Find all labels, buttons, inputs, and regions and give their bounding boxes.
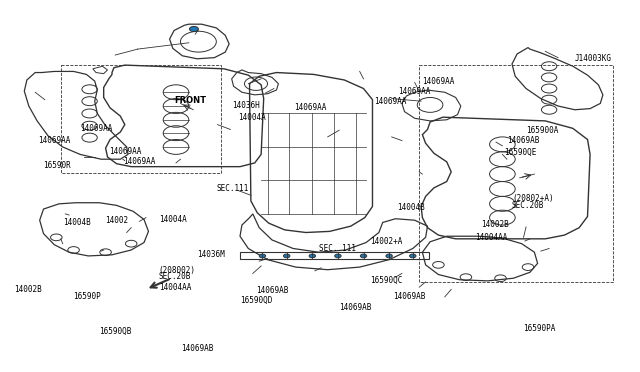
Text: 16590R: 16590R: [44, 161, 71, 170]
Text: 14036H: 14036H: [232, 101, 259, 110]
Text: 14069AA: 14069AA: [398, 87, 431, 96]
Text: 14069AB: 14069AB: [256, 286, 289, 295]
Text: 14069AA: 14069AA: [123, 157, 156, 166]
Text: (208002): (208002): [159, 266, 196, 275]
Circle shape: [386, 254, 392, 258]
Text: 14069AA: 14069AA: [374, 97, 407, 106]
Circle shape: [309, 254, 316, 258]
Text: 14069AA: 14069AA: [294, 103, 327, 112]
Text: 14004A: 14004A: [238, 113, 266, 122]
Circle shape: [259, 254, 266, 258]
Text: (20802+A): (20802+A): [512, 194, 554, 203]
Text: 16590QE: 16590QE: [504, 148, 537, 157]
Text: 14069AA: 14069AA: [422, 77, 455, 86]
Text: 14004A: 14004A: [159, 215, 186, 224]
Text: 14004B: 14004B: [397, 203, 424, 212]
Text: 165900A: 165900A: [526, 126, 559, 135]
Text: 16590QC: 16590QC: [370, 276, 403, 285]
Text: SEC.111: SEC.111: [216, 184, 249, 193]
Text: SEC.20B: SEC.20B: [512, 201, 545, 210]
Text: 14069AB: 14069AB: [394, 292, 426, 301]
Text: 14002B: 14002B: [14, 285, 42, 294]
Text: 14002+A: 14002+A: [370, 237, 403, 246]
Text: 14069AB: 14069AB: [507, 136, 540, 145]
Text: 14069AA: 14069AA: [38, 136, 71, 145]
Text: 14069AA: 14069AA: [109, 147, 141, 156]
Text: 14004AA: 14004AA: [159, 283, 191, 292]
Circle shape: [360, 254, 367, 258]
Text: 14004B: 14004B: [63, 218, 90, 227]
Text: 14069AB: 14069AB: [339, 303, 372, 312]
Circle shape: [189, 26, 198, 32]
Text: FRONT: FRONT: [174, 96, 206, 105]
Circle shape: [335, 254, 341, 258]
Text: 16590PA: 16590PA: [524, 324, 556, 333]
Circle shape: [410, 254, 416, 258]
Text: 14069AA: 14069AA: [80, 124, 113, 132]
Text: 14036M: 14036M: [197, 250, 225, 259]
Text: 16590P: 16590P: [74, 292, 101, 301]
Text: SEC.20B: SEC.20B: [159, 272, 191, 281]
Text: 14002B: 14002B: [481, 220, 509, 229]
Text: SEC. 111: SEC. 111: [319, 244, 356, 253]
Text: 16590QD: 16590QD: [240, 296, 273, 305]
Text: 14004AA: 14004AA: [475, 232, 508, 241]
Text: 14069AB: 14069AB: [181, 344, 214, 353]
Circle shape: [284, 254, 290, 258]
Text: 14002: 14002: [106, 216, 129, 225]
Text: 16590QB: 16590QB: [99, 327, 132, 336]
Text: J14003KG: J14003KG: [575, 54, 612, 63]
